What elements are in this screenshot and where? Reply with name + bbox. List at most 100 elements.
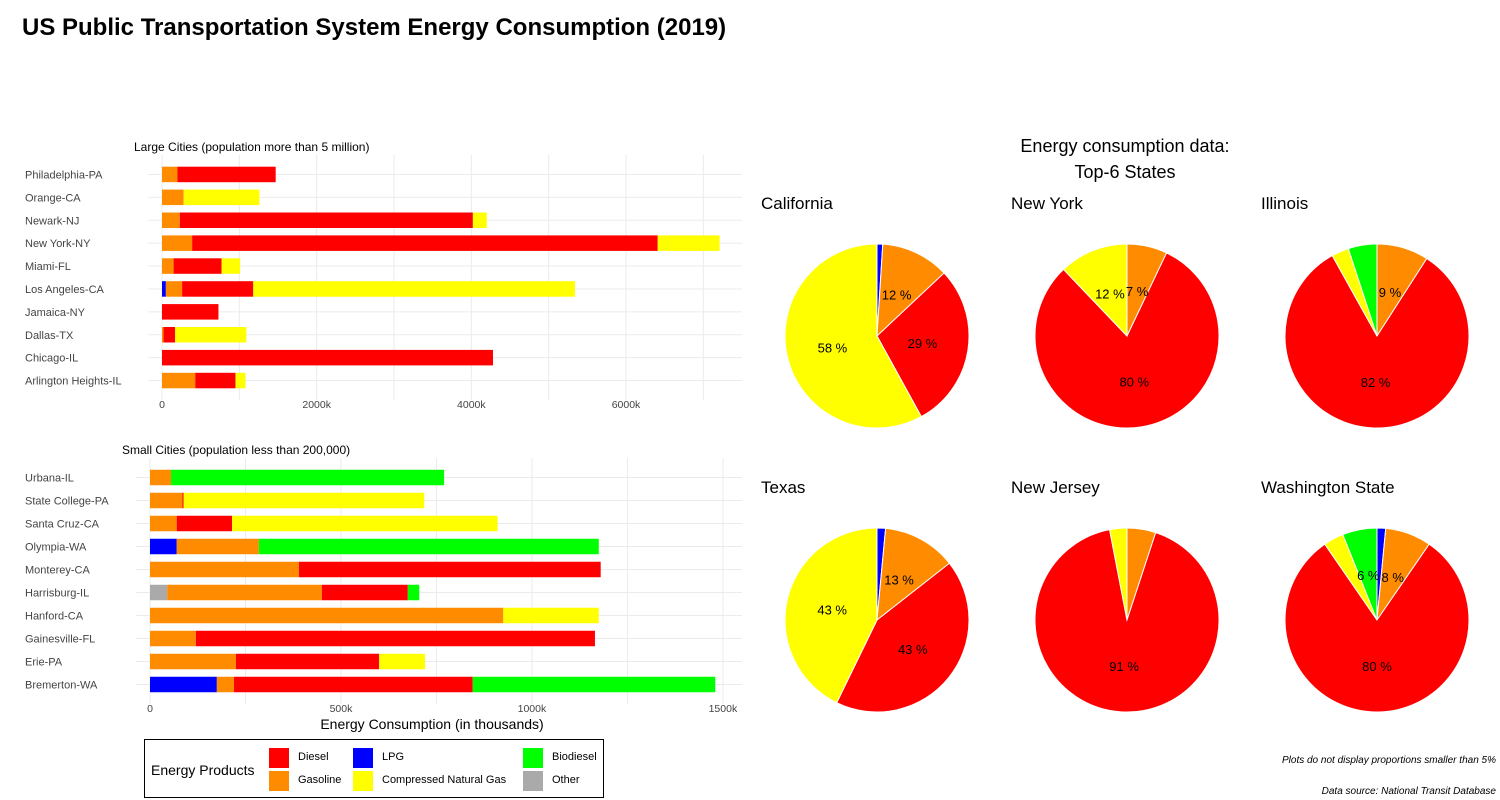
bar-segment <box>162 281 166 297</box>
y-tick-label: Monterey-CA <box>25 565 90 577</box>
pie-slice <box>784 527 878 704</box>
legend-swatch <box>269 748 289 768</box>
bar-segment <box>150 607 504 624</box>
bar-segment <box>150 630 196 647</box>
legend-label: Diesel <box>298 751 329 763</box>
pie-slice <box>836 562 970 713</box>
bar-segment <box>298 561 601 578</box>
bar-segment <box>167 584 322 601</box>
bar-segment <box>162 372 196 389</box>
pie-slice <box>1284 543 1470 713</box>
legend-swatch <box>523 771 543 791</box>
legend-title: Energy Products <box>151 762 255 778</box>
pie-slice <box>1342 527 1378 621</box>
y-tick-label: Erie-PA <box>25 657 63 669</box>
bar-segment <box>235 653 380 670</box>
y-tick-label: New York-NY <box>25 238 91 250</box>
y-tick-label: Olympia-WA <box>25 542 87 554</box>
y-tick-label: Hanford-CA <box>25 611 84 623</box>
pie-chart: New York 7 % 80 % 12 % <box>1011 194 1220 429</box>
y-tick-label: Orange-CA <box>25 192 81 204</box>
y-tick-label: Dallas-TX <box>25 330 74 342</box>
legend-label: Biodiesel <box>552 751 597 763</box>
pie-title: Texas <box>761 478 805 497</box>
bar-segment <box>321 584 408 601</box>
pie-slice <box>1284 254 1470 429</box>
pie-slice <box>784 243 923 429</box>
pie-slice-label: 91 % <box>1109 659 1139 674</box>
pie-section-title: Top-6 States <box>1074 162 1175 182</box>
pie-slice <box>1034 252 1220 429</box>
y-tick-label: Los Angeles-CA <box>25 284 105 296</box>
bar-segment <box>195 372 236 389</box>
pie-slice-label: 58 % <box>818 340 848 355</box>
bar-segment <box>162 212 180 228</box>
bar-segment <box>195 630 595 647</box>
pie-slice <box>1347 243 1378 337</box>
bar-segment <box>379 653 425 670</box>
y-tick-label: Arlington Heights-IL <box>25 376 122 388</box>
pie-slice <box>876 272 970 418</box>
bar-segment <box>162 235 193 251</box>
pie-slice-label: 80 % <box>1362 659 1392 674</box>
pie-chart: California 12 % 29 % 58 % <box>761 194 970 429</box>
small-cities-chart: Urbana-IL State College-PA Santa Cruz-CA Ol… <box>25 443 742 732</box>
pie-title: New York <box>1011 194 1083 213</box>
x-tick-label: 1000k <box>518 703 547 715</box>
bar-segment <box>162 327 164 343</box>
y-tick-label: Jamaica-NY <box>25 307 86 319</box>
data-source-note: Data source: National Transit Database <box>1321 786 1496 797</box>
pie-slice <box>1109 527 1128 621</box>
y-tick-label: Gainesville-FL <box>25 634 95 646</box>
bar-segment <box>472 212 487 228</box>
bar-segment <box>150 538 177 555</box>
bar-segment <box>258 538 599 555</box>
bar-segment <box>179 212 473 228</box>
bar-segment <box>175 327 247 343</box>
x-tick-label: 500k <box>330 703 354 715</box>
bar-segment <box>177 166 276 183</box>
y-tick-label: Santa Cruz-CA <box>25 519 100 531</box>
bar-segment <box>407 584 420 601</box>
pie-chart: New Jersey 91 % <box>1011 478 1220 713</box>
pie-slice-label: 6 % <box>1357 568 1380 583</box>
min-proportion-note: Plots do not display proportions smaller… <box>1281 755 1496 766</box>
bar-segment <box>183 189 260 206</box>
panel-title: Large Cities (population more than 5 mil… <box>134 140 369 154</box>
pie-chart: Illinois 9 % 82 % <box>1261 194 1470 429</box>
y-tick-label: Newark-NJ <box>25 215 79 227</box>
bar-segment <box>503 607 599 624</box>
bar-segment <box>232 515 498 532</box>
bar-segment <box>150 676 217 693</box>
bar-segment <box>162 304 219 320</box>
x-axis-label: Energy Consumption (in thousands) <box>320 716 543 732</box>
x-tick-label: 0 <box>159 399 165 411</box>
pie-title: Washington State <box>1261 478 1395 497</box>
pie-slice-label: 13 % <box>884 573 914 588</box>
panel-title: Small Cities (population less than 200,0… <box>122 443 350 457</box>
pie-slice-label: 43 % <box>817 603 847 618</box>
y-tick-label: Philadelphia-PA <box>25 169 103 181</box>
y-tick-label: Chicago-IL <box>25 353 78 365</box>
pie-slice <box>876 243 945 338</box>
pie-slice-label: 82 % <box>1361 375 1391 390</box>
x-tick-label: 6000k <box>612 399 641 411</box>
pie-slice-label: 7 % <box>1126 284 1149 299</box>
y-tick-label: Harrisburg-IL <box>25 588 89 600</box>
pie-slice-label: 8 % <box>1382 570 1405 585</box>
pie-slice-label: 12 % <box>1095 286 1125 301</box>
bar-segment <box>165 281 183 297</box>
pie-section-title: Energy consumption data: <box>1020 136 1229 156</box>
bar-segment <box>150 492 183 509</box>
large-cities-chart: Philadelphia-PA Orange-CA Newark-NJ New Yor… <box>25 140 742 411</box>
bar-segment <box>176 515 233 532</box>
bar-segment <box>150 469 172 486</box>
x-tick-label: 1500k <box>709 703 738 715</box>
pie-chart: Washington State 8 % 80 % 6 % <box>1261 478 1470 713</box>
bar-segment <box>176 538 259 555</box>
bar-segment <box>162 166 178 183</box>
pie-slice-label: 80 % <box>1119 374 1149 389</box>
bar-segment <box>150 584 168 601</box>
bar-segment <box>192 235 658 251</box>
